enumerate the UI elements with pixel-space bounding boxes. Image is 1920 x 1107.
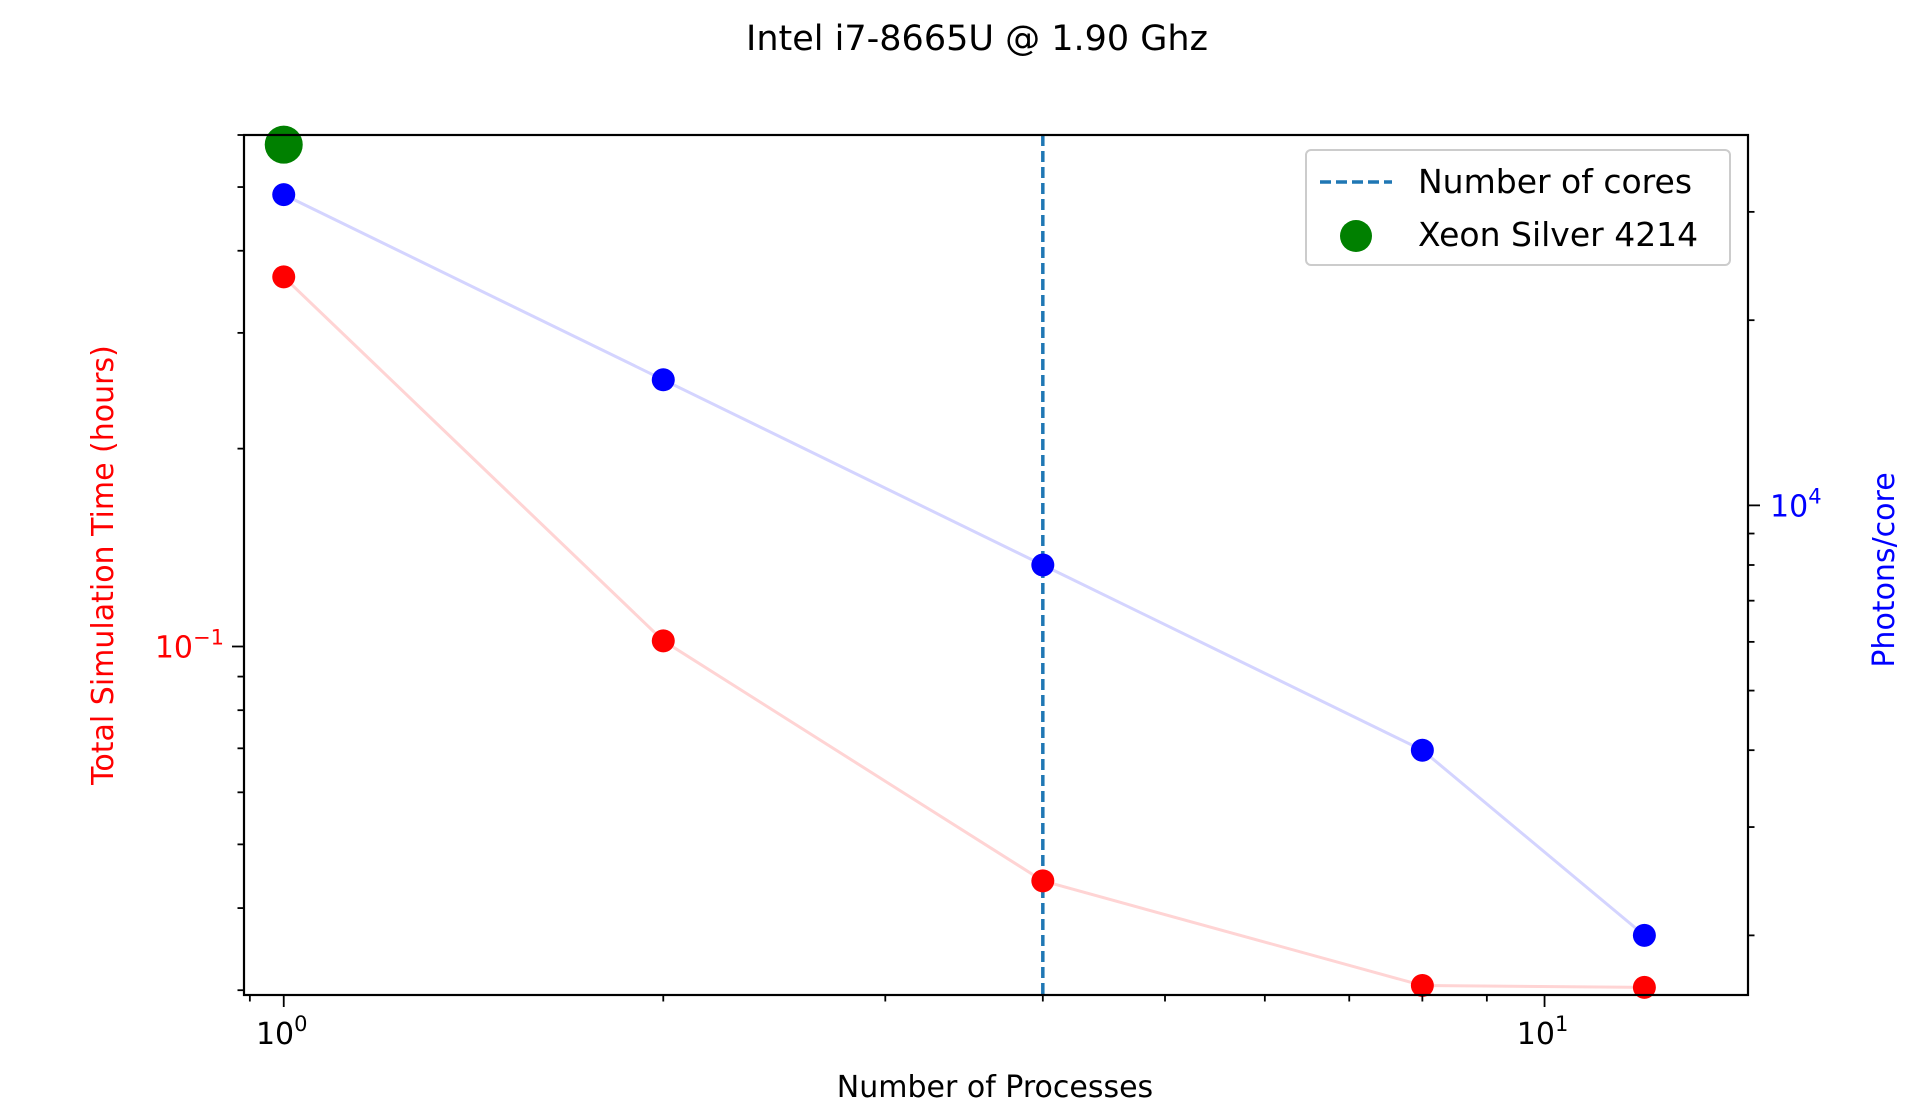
series-left-line xyxy=(282,275,1645,989)
legend: Number of cores Xeon Silver 4214 xyxy=(1305,149,1731,266)
series-right-point xyxy=(1031,553,1055,577)
legend-xeon-swatch xyxy=(1340,220,1372,252)
series-right-line xyxy=(283,193,1646,937)
series-left-point xyxy=(272,265,296,289)
y-left-tick-label: 10−1 xyxy=(155,625,224,665)
xeon-point xyxy=(264,125,303,164)
series-right-point xyxy=(1632,923,1656,947)
y-right-axis-label: Photons/core xyxy=(1867,472,1902,667)
x-tick-label: 101 xyxy=(1517,1012,1569,1052)
legend-xeon-label: Xeon Silver 4214 xyxy=(1418,215,1698,254)
chart-title: Intel i7-8665U @ 1.90 Ghz xyxy=(746,19,1208,59)
y-left-axis-label: Total Simulation Time (hours) xyxy=(86,345,121,786)
axis-ticks: 100 101 10−1 104 xyxy=(155,134,1822,1052)
series-left-point xyxy=(1410,973,1434,997)
series-left-point xyxy=(1632,975,1656,999)
series-right-point xyxy=(272,183,296,207)
series-left-point xyxy=(651,629,675,653)
series-right-point xyxy=(1410,738,1434,762)
x-axis-label: Number of Processes xyxy=(837,1070,1153,1105)
y-right-tick-label: 104 xyxy=(1770,484,1822,524)
x-tick-label: 100 xyxy=(256,1012,308,1052)
series-right-point xyxy=(651,368,675,392)
legend-box xyxy=(1305,149,1731,266)
legend-cores-label: Number of cores xyxy=(1418,162,1692,201)
plot-area xyxy=(264,125,1656,999)
series-left-point xyxy=(1031,869,1055,893)
